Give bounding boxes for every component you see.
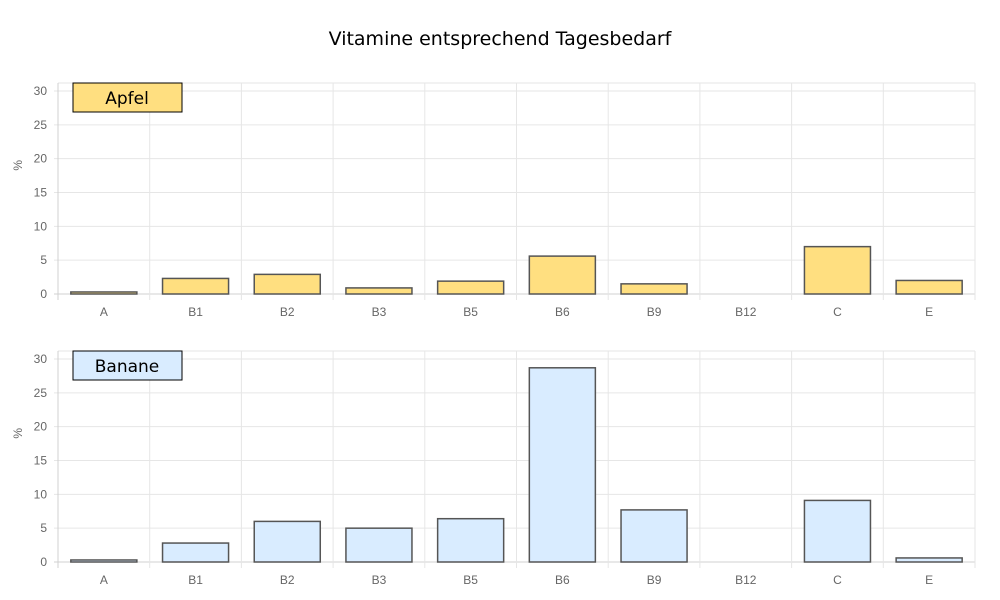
x-tick-label: C xyxy=(833,305,842,319)
bar-B2 xyxy=(253,273,322,295)
y-tick-label: 10 xyxy=(34,487,48,501)
legend-box xyxy=(72,82,183,113)
chart-title: Vitamine entsprechend Tagesbedarf xyxy=(328,28,672,50)
y-tick-label: 20 xyxy=(34,420,48,434)
bar-B1 xyxy=(161,542,230,563)
bar-B5 xyxy=(436,517,505,563)
y-tick-label: 30 xyxy=(34,352,48,366)
x-tick-label: B6 xyxy=(555,573,570,587)
legend-label: Banane xyxy=(95,357,160,377)
legend-box xyxy=(72,350,183,381)
x-tick-label: B3 xyxy=(372,305,387,319)
bar-C xyxy=(803,499,872,563)
x-tick-label: B2 xyxy=(280,305,295,319)
x-tick-label: B2 xyxy=(280,573,295,587)
x-tick-label: B5 xyxy=(463,305,478,319)
bar-B1 xyxy=(161,277,230,295)
x-tick-label: A xyxy=(100,573,108,587)
legend-label: Apfel xyxy=(105,89,149,109)
bar-B5 xyxy=(436,280,505,295)
y-tick-label: 25 xyxy=(34,118,48,132)
x-tick-label: B3 xyxy=(372,573,387,587)
bar-B2 xyxy=(253,520,322,563)
bar-B9 xyxy=(620,283,688,295)
bar-B3 xyxy=(345,527,413,563)
y-tick-label: 15 xyxy=(34,186,48,200)
x-tick-label: B5 xyxy=(463,573,478,587)
x-tick-label: C xyxy=(833,573,842,587)
x-tick-label: E xyxy=(925,573,933,587)
bar-C xyxy=(803,245,872,295)
bar-E xyxy=(895,279,963,295)
x-tick-label: B9 xyxy=(647,305,662,319)
bar-A xyxy=(70,291,138,295)
x-tick-label: B9 xyxy=(647,573,662,587)
x-tick-label: E xyxy=(925,305,933,319)
bar-B3 xyxy=(345,287,413,295)
y-tick-label: 5 xyxy=(40,521,47,535)
y-tick-label: 0 xyxy=(40,555,47,569)
bar-B6 xyxy=(528,367,597,563)
y-axis-label: % xyxy=(11,160,25,171)
y-axis-label: % xyxy=(11,428,25,439)
y-tick-label: 25 xyxy=(34,386,48,400)
chart-apfel: 0 5 10 15 20 25 30% A B1 B2 B3 B5 B6 B9 B12 C E Apfel xyxy=(11,82,976,319)
x-tick-label: A xyxy=(100,305,108,319)
y-tick-label: 5 xyxy=(40,253,47,267)
x-tick-label: B1 xyxy=(188,573,203,587)
y-tick-label: 10 xyxy=(34,219,48,233)
bar-A xyxy=(70,559,138,563)
x-tick-label: B1 xyxy=(188,305,203,319)
bar-B6 xyxy=(528,255,597,295)
y-tick-label: 20 xyxy=(34,152,48,166)
x-tick-label: B12 xyxy=(735,573,757,587)
x-tick-label: B6 xyxy=(555,305,570,319)
y-tick-label: 0 xyxy=(40,287,47,301)
x-tick-label: B12 xyxy=(735,305,757,319)
bar-B9 xyxy=(620,509,688,563)
bar-E xyxy=(895,557,963,563)
y-tick-label: 30 xyxy=(34,84,48,98)
chart-banane: 0 5 10 15 20 25 30% A B1 B2 B3 B5 B6 B9 B12 C E Banane xyxy=(11,350,976,587)
y-tick-label: 15 xyxy=(34,454,48,468)
